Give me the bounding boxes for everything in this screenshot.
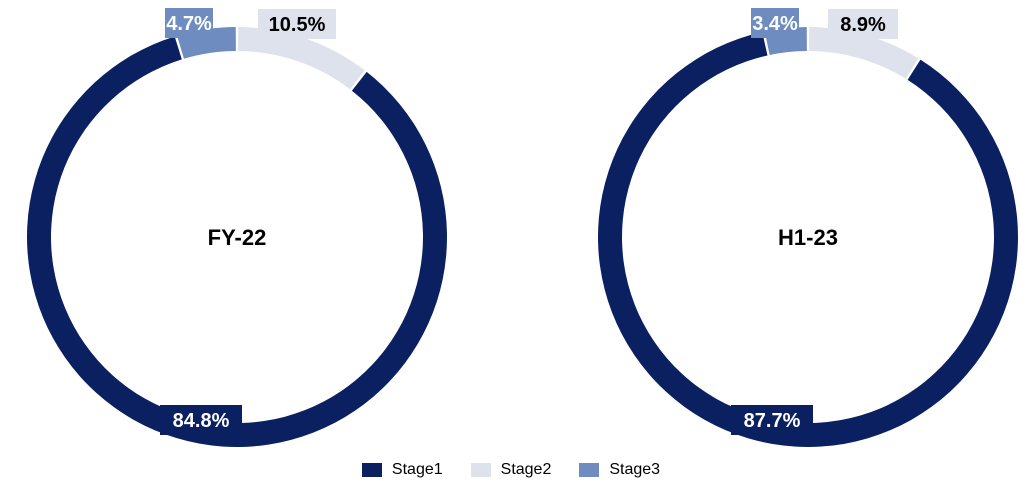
data-label-box-stage1 (731, 405, 813, 435)
legend-label-stage2: Stage2 (500, 461, 552, 478)
donut-center-label: FY-22 (208, 225, 267, 250)
legend-swatch-stage3 (579, 463, 600, 477)
legend-label-stage3: Stage3 (609, 461, 661, 478)
data-label-box-stage3 (751, 8, 799, 38)
donut-chart-fy22: FY-22 84.8% 10.5% 4.7% (27, 8, 448, 447)
data-label-box-stage2 (828, 9, 898, 39)
data-label-box-stage1 (160, 405, 242, 435)
legend-swatch-stage2 (470, 463, 491, 477)
data-label-stage1: 84.8% (173, 410, 230, 432)
legend-swatch-stage1 (361, 463, 382, 477)
donut-center-label: H1-23 (778, 225, 838, 250)
data-label-box-stage2 (258, 9, 336, 39)
legend-item-stage2: Stage2 (470, 461, 552, 479)
legend: Stage1 Stage2 Stage3 (0, 459, 1022, 481)
slice-stage2 (809, 27, 919, 79)
legend-label-stage1: Stage1 (391, 461, 443, 478)
data-label-stage2: 10.5% (269, 14, 326, 36)
data-label-stage2: 8.9% (840, 14, 886, 36)
slice-stage2 (238, 27, 365, 90)
data-label-stage3: 3.4% (752, 13, 798, 35)
donut-chart-h123: H1-23 87.7% 8.9% 3.4% (598, 8, 1019, 448)
legend-item-stage1: Stage1 (361, 461, 443, 479)
data-label-box-stage3 (165, 8, 213, 38)
data-label-stage1: 87.7% (744, 410, 801, 432)
legend-item-stage3: Stage3 (579, 461, 660, 479)
data-label-stage3: 4.7% (166, 13, 212, 35)
